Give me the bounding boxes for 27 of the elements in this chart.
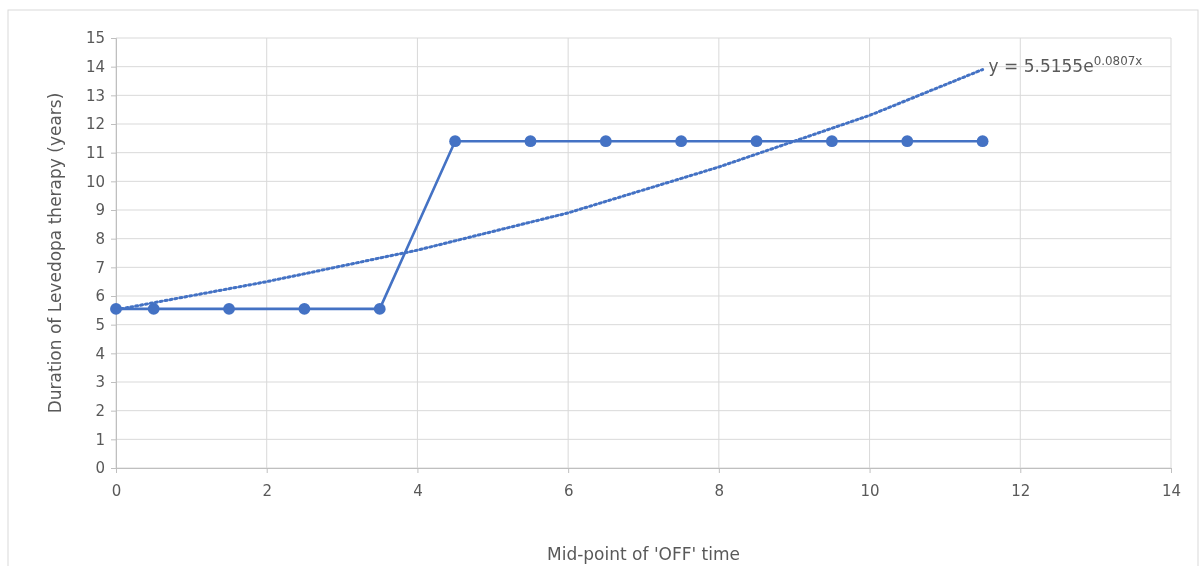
x-tick-label: 10	[860, 481, 880, 500]
y-tick-label: 5	[95, 315, 105, 334]
annotation: y = 5.5155e$^{0.0807x}$	[988, 53, 1143, 76]
x-tick-label: 2	[262, 481, 272, 500]
x-tick-label: 14	[1161, 481, 1182, 500]
y-tick-label: 9	[95, 201, 105, 220]
y-tick-label: 10	[85, 172, 105, 191]
x-axis-title: Mid-point of 'OFF' time	[547, 544, 740, 564]
x-tick-label: 8	[714, 481, 725, 500]
y-tick-label: 4	[95, 344, 105, 363]
y-tick-label: 7	[95, 258, 105, 277]
x-tick-label: 12	[1011, 481, 1031, 500]
y-tick-label: 13	[85, 86, 105, 105]
x-tick-label: 0	[111, 481, 122, 500]
x-tick-label: 4	[413, 481, 423, 500]
y-tick-label: 0	[95, 459, 105, 478]
y-tick-label: 15	[85, 29, 105, 48]
y-tick-label: 14	[85, 57, 105, 76]
y-tick-label: 11	[85, 143, 105, 162]
y-tick-label: 3	[95, 373, 105, 392]
y-tick-label: 6	[95, 287, 105, 306]
y-axis-title: Duration of Levedopa therapy (years)	[45, 92, 65, 414]
x-tick-label: 6	[563, 481, 574, 500]
y-tick-label: 12	[85, 115, 105, 134]
y-tick-label: 2	[95, 401, 105, 420]
y-tick-label: 8	[95, 229, 105, 248]
y-tick-label: 1	[95, 430, 105, 449]
